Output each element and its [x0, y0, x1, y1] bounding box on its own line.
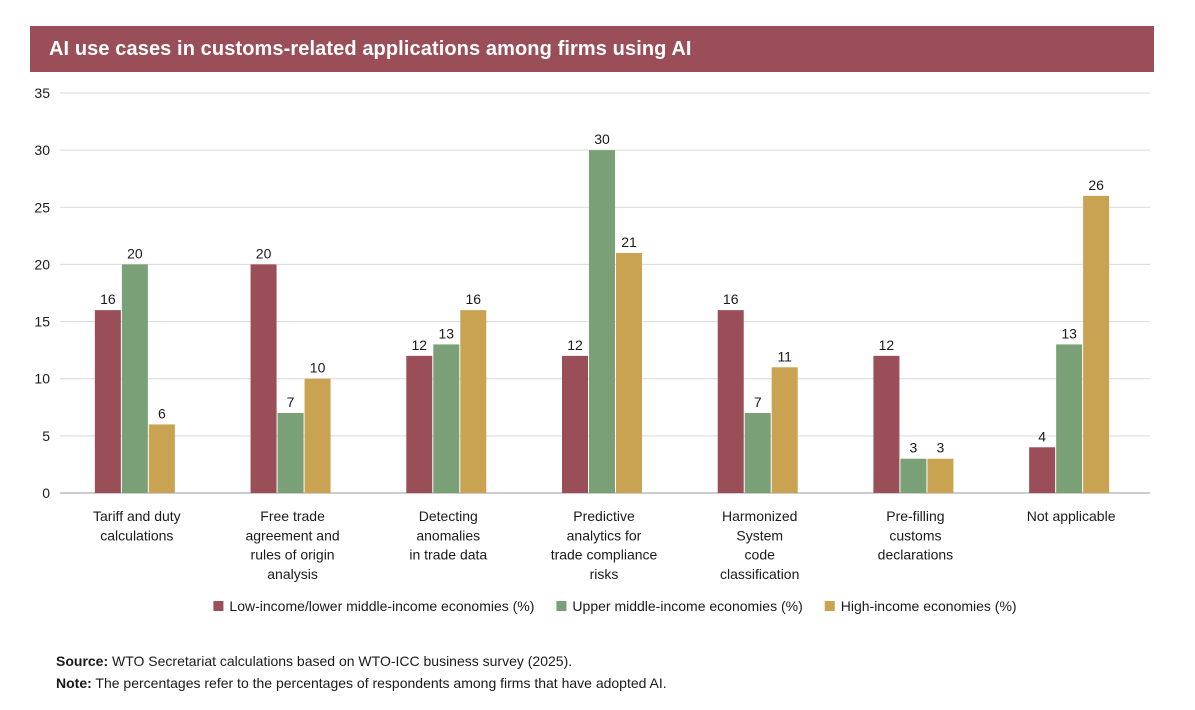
data-label: 4 — [1038, 428, 1046, 444]
x-tick-label: agreement and — [245, 527, 339, 543]
x-tick-label: analytics for — [567, 527, 642, 543]
x-tick-label: Harmonized — [722, 508, 797, 524]
note-text: The percentages refer to the percentages… — [91, 675, 667, 691]
legend-swatch — [556, 601, 567, 611]
x-tick-label: calculations — [100, 527, 173, 543]
x-tick-label: declarations — [878, 547, 954, 563]
data-label: 7 — [754, 394, 762, 410]
y-tick-label: 5 — [42, 428, 50, 444]
x-tick-label: code — [745, 547, 776, 563]
source-text: WTO Secretariat calculations based on WT… — [108, 653, 573, 669]
data-label: 26 — [1088, 177, 1104, 193]
data-label: 10 — [310, 360, 326, 376]
data-label: 12 — [879, 337, 895, 353]
data-label: 16 — [723, 291, 739, 307]
data-label: 30 — [594, 131, 610, 147]
bar — [589, 150, 615, 493]
legend-label: Low-income/lower middle-income economies… — [229, 598, 534, 614]
bar-chart: 0 5 10 15 20 25 30 35 16 20 6 Tariff and duty calcul… — [34, 85, 1150, 614]
data-label: 16 — [100, 291, 116, 307]
legend-label: High-income economies (%) — [841, 598, 1017, 614]
x-tick-label: in trade data — [409, 547, 487, 563]
x-tick-label: risks — [590, 566, 619, 582]
data-label: 6 — [158, 405, 166, 421]
bar — [94, 310, 121, 493]
y-tick-label: 35 — [34, 85, 50, 101]
data-label: 12 — [567, 337, 583, 353]
data-label: 20 — [127, 245, 143, 261]
note-label: Note: — [56, 675, 92, 691]
note-line: Note: The percentages refer to the perce… — [56, 672, 667, 694]
bar — [717, 310, 744, 493]
bar — [406, 355, 433, 493]
source-line: Source: WTO Secretariat calculations bas… — [56, 650, 667, 672]
x-tick-label: Predictive — [573, 508, 635, 524]
bar — [121, 264, 148, 493]
data-label: 21 — [621, 234, 637, 250]
x-tick-label: rules of origin — [251, 547, 335, 563]
bar — [771, 367, 798, 493]
data-label: 3 — [937, 440, 945, 456]
bar — [562, 355, 588, 493]
y-tick-label: 10 — [34, 371, 50, 387]
chart-title-bar: AI use cases in customs-related applicat… — [30, 26, 1154, 72]
x-tick-label: System — [736, 527, 783, 543]
bar — [433, 344, 460, 493]
bar — [250, 264, 277, 493]
data-label: 13 — [438, 325, 454, 341]
chart-title: AI use cases in customs-related applicat… — [49, 38, 692, 60]
x-tick-label: anomalies — [416, 527, 480, 543]
bar — [1083, 195, 1110, 493]
bar — [1056, 344, 1083, 493]
x-tick-label: Detecting — [419, 508, 478, 524]
bar — [148, 424, 175, 493]
bar — [1029, 447, 1056, 493]
legend-label: Upper middle-income economies (%) — [572, 598, 802, 614]
data-label: 16 — [465, 291, 481, 307]
x-tick-label: customs — [889, 527, 941, 543]
x-tick-label: Free trade — [260, 508, 325, 524]
x-tick-label: analysis — [267, 566, 318, 582]
data-label: 11 — [777, 348, 792, 364]
bar — [744, 413, 771, 493]
y-tick-label: 30 — [34, 142, 50, 158]
x-tick-label: trade compliance — [551, 547, 658, 563]
x-tick-label: Pre-filling — [886, 508, 944, 524]
bar — [873, 355, 900, 493]
data-label: 12 — [411, 337, 427, 353]
y-tick-label: 15 — [34, 314, 50, 330]
source-label: Source: — [56, 653, 109, 669]
bar — [277, 413, 304, 493]
bar — [616, 253, 642, 493]
y-tick-label: 25 — [34, 199, 50, 215]
x-tick-label: classification — [720, 566, 799, 582]
bar — [460, 310, 487, 493]
y-tick-label: 20 — [34, 256, 50, 272]
data-label: 13 — [1061, 325, 1077, 341]
legend-swatch — [824, 601, 835, 611]
chart-footer: Source: WTO Secretariat calculations bas… — [56, 650, 667, 694]
x-tick-label: Tariff and duty — [93, 508, 181, 524]
x-tick-label: Not applicable — [1027, 508, 1116, 524]
bar — [304, 378, 331, 493]
legend-swatch — [213, 601, 224, 611]
data-label: 3 — [910, 440, 918, 456]
y-tick-label: 0 — [42, 485, 50, 501]
bar — [900, 458, 927, 493]
data-label: 20 — [256, 245, 272, 261]
data-label: 7 — [287, 394, 295, 410]
bar — [927, 458, 954, 493]
